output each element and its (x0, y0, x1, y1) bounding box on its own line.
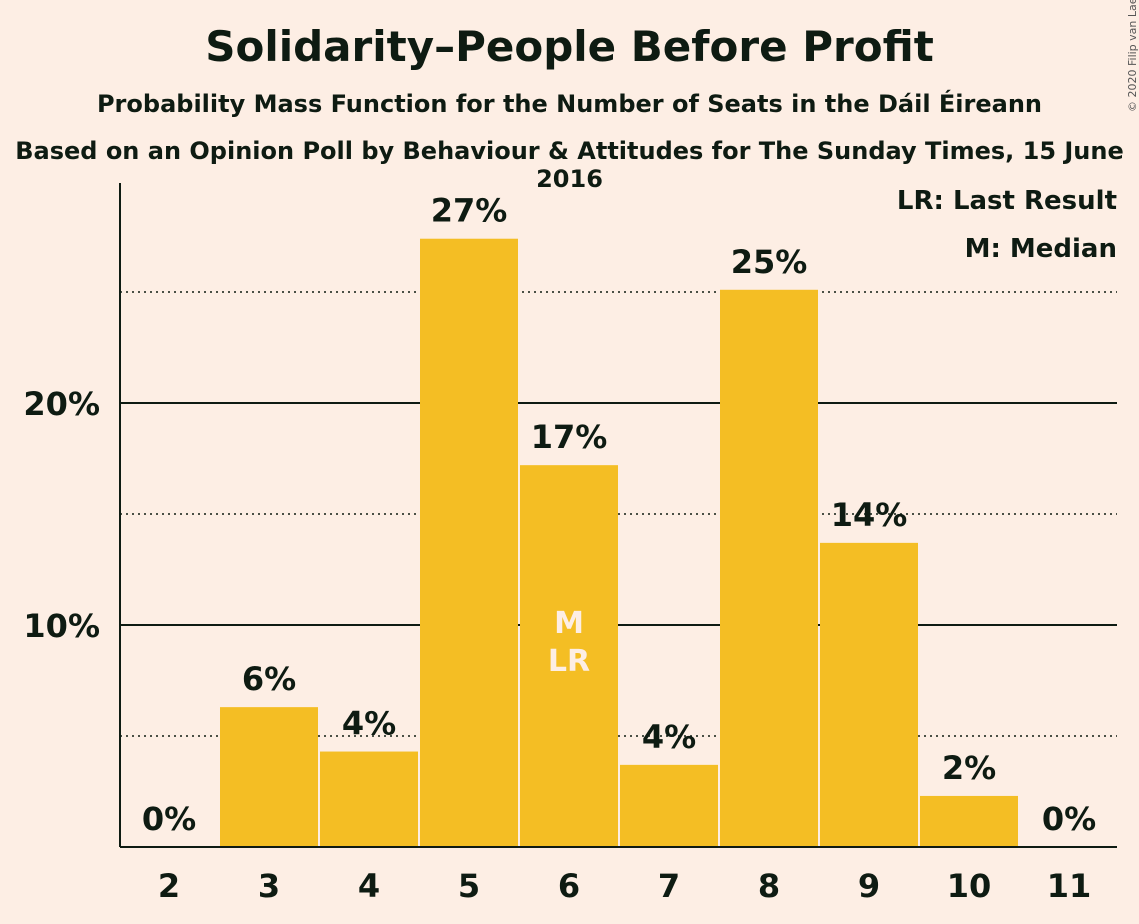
bar-8 (720, 289, 818, 847)
bar-value-label: 4% (342, 705, 396, 743)
bar-3 (220, 707, 318, 847)
bar-value-label: 2% (942, 749, 996, 787)
bar-labels-group: 0% 6% 4% 27% 17% 4% 25% 14% 2% 0% MLR (142, 192, 1096, 838)
chart-subtitle: Probability Mass Function for the Number… (96, 90, 1043, 118)
x-tick-label: 11 (1047, 867, 1092, 905)
chart-source-line: Based on an Opinion Poll by Behaviour & … (15, 137, 1124, 193)
y-tick-label: 20% (23, 385, 100, 423)
bar-value-label: 0% (142, 800, 196, 838)
bar-9 (820, 542, 918, 847)
chart-title: Solidarity–People Before Profit (205, 22, 934, 71)
bar-value-label: 17% (531, 418, 608, 456)
bar-10 (920, 795, 1018, 847)
bar-4 (320, 751, 418, 847)
legend-median: M: Median (965, 234, 1117, 264)
gridlines (120, 291, 1117, 737)
bar-value-label: 27% (431, 192, 508, 230)
x-tick-label: 7 (658, 867, 680, 905)
bar-6 (520, 465, 618, 847)
bar-5 (420, 238, 518, 848)
x-tick-label: 3 (258, 867, 280, 905)
x-tick-label: 10 (947, 867, 992, 905)
y-tick-label: 10% (23, 607, 100, 645)
bar-value-label: 0% (1042, 800, 1096, 838)
legend-last-result: LR: Last Result (897, 186, 1117, 216)
x-tick-label: 8 (758, 867, 780, 905)
x-tick-label: 6 (558, 867, 580, 905)
axes-group: 10% 20% 2 3 4 5 6 7 8 9 10 11 (23, 183, 1117, 905)
x-tick-label: 4 (358, 867, 380, 905)
bar-value-label: 4% (642, 718, 696, 756)
bars-group (220, 238, 1018, 848)
x-tick-label: 5 (458, 867, 480, 905)
bar-7 (620, 764, 718, 847)
bar-value-label: 14% (831, 496, 908, 534)
marker-label: M (554, 606, 584, 641)
bar-value-label: 25% (731, 243, 808, 281)
marker-label: LR (548, 644, 590, 679)
x-tick-label: 2 (158, 867, 180, 905)
x-tick-label: 9 (858, 867, 880, 905)
bar-value-label: 6% (242, 660, 296, 698)
